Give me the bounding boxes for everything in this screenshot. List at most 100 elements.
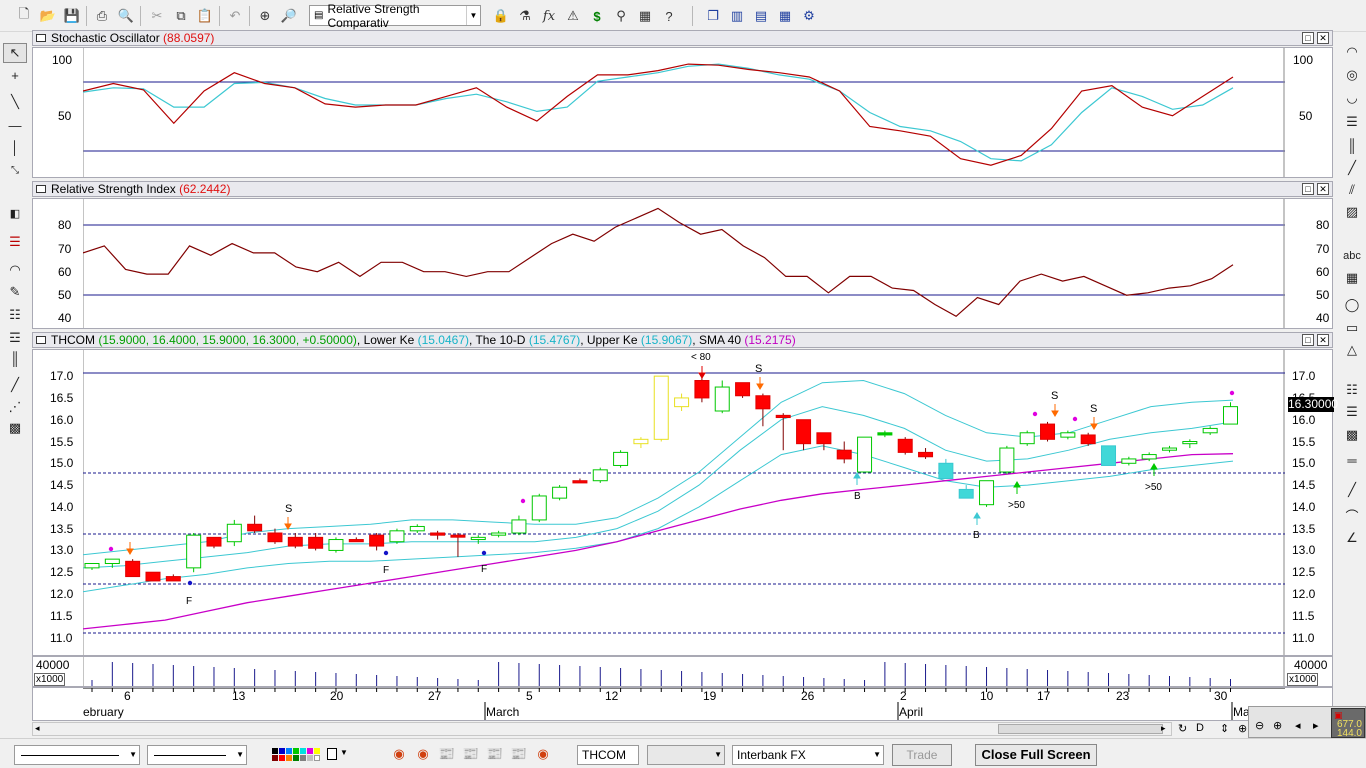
- close-full-screen-button[interactable]: Close Full Screen: [975, 744, 1097, 766]
- layout-icon[interactable]: ▦: [638, 8, 652, 23]
- tile-vertical-icon[interactable]: ▥: [730, 8, 744, 23]
- news-icon[interactable]: 📰: [486, 746, 504, 761]
- grid-lines-icon[interactable]: ☷: [1346, 382, 1358, 397]
- trendline-icon[interactable]: ╲: [11, 94, 19, 109]
- scroll-left-icon[interactable]: ◂: [35, 723, 40, 733]
- copy-icon[interactable]: ⧉: [176, 8, 186, 23]
- grid-pattern-icon[interactable]: ▩: [8, 420, 22, 435]
- alert-icon[interactable]: ⚠: [567, 8, 579, 23]
- indicator-select[interactable]: ▤ Relative Strength Comparativ ▼: [309, 2, 481, 30]
- line-tool-icon[interactable]: ╱: [11, 377, 19, 392]
- function-icon[interactable]: fx: [542, 8, 556, 24]
- scroll-thumb[interactable]: [998, 724, 1163, 734]
- zoom-out-icon[interactable]: ⊖: [1255, 720, 1265, 732]
- cut-icon[interactable]: ✂: [151, 8, 163, 23]
- fan-icon[interactable]: ⋰: [8, 399, 22, 414]
- expert-icon[interactable]: ⚗: [519, 8, 531, 23]
- pointer-icon[interactable]: ↖: [3, 43, 27, 63]
- paste-icon[interactable]: 📋: [196, 8, 214, 23]
- arc-icon[interactable]: ◠: [9, 262, 21, 277]
- period-d-icon[interactable]: D: [1196, 722, 1204, 734]
- zoom-in-icon[interactable]: ⊕: [1273, 720, 1283, 732]
- zoom-icon[interactable]: 🔎: [280, 8, 298, 23]
- table-icon[interactable]: ▦: [1345, 270, 1359, 285]
- line-style-select[interactable]: ▼: [14, 745, 140, 765]
- maximize-icon[interactable]: □: [1302, 183, 1314, 195]
- symbol-input[interactable]: THCOM: [577, 745, 639, 765]
- save-icon[interactable]: 💾: [63, 8, 81, 23]
- gann-icon[interactable]: ☲: [9, 330, 21, 345]
- maximize-icon[interactable]: □: [1302, 32, 1314, 44]
- refresh-icon[interactable]: ↻: [1178, 723, 1188, 735]
- zoom-plus-icon[interactable]: ⊕: [1238, 723, 1248, 735]
- semi-circle-icon[interactable]: ⌒: [1345, 508, 1359, 524]
- close-icon[interactable]: ✕: [1317, 183, 1329, 195]
- close-icon[interactable]: ✕: [1317, 334, 1329, 346]
- diagonal-icon[interactable]: ╱: [1348, 160, 1356, 175]
- pane-icon: [36, 34, 46, 42]
- ray-icon[interactable]: ⤡: [11, 164, 19, 176]
- print-icon[interactable]: ⎙: [96, 8, 108, 23]
- trade-button[interactable]: Trade: [892, 744, 952, 766]
- spiral-icon[interactable]: ◎: [1346, 67, 1358, 82]
- bars-icon[interactable]: ☰: [1346, 404, 1358, 419]
- lock-icon[interactable]: 🔒: [492, 8, 510, 23]
- horizontal-scrollbar[interactable]: ◂ ▸: [32, 722, 1172, 736]
- cycle-icon[interactable]: ║: [1347, 137, 1357, 153]
- open-folder-icon[interactable]: 📂: [39, 8, 57, 23]
- line-width-select[interactable]: ▼: [147, 745, 247, 765]
- tile-horizontal-icon[interactable]: ▤: [754, 8, 768, 23]
- text-tool-icon[interactable]: ☷: [9, 307, 21, 322]
- arc-tool-icon[interactable]: ◡: [1346, 90, 1358, 105]
- binoculars-icon[interactable]: ⚲: [616, 8, 626, 23]
- close-icon[interactable]: ✕: [1317, 32, 1329, 44]
- window-cascade-icon[interactable]: ❐: [707, 8, 719, 23]
- hatch-pattern-icon[interactable]: ▩: [1345, 427, 1359, 442]
- news-icon[interactable]: 📰: [462, 746, 480, 761]
- feed-select[interactable]: Interbank FX ▼: [732, 745, 884, 765]
- angle-icon[interactable]: ∠: [1346, 530, 1358, 545]
- print-preview-icon[interactable]: 🔍: [117, 8, 135, 23]
- browser-icon[interactable]: ◉: [537, 746, 549, 761]
- news-icon[interactable]: 📰: [438, 746, 456, 761]
- cycle-lines-icon[interactable]: ║: [10, 350, 20, 366]
- equal-icon[interactable]: ═: [1347, 452, 1357, 468]
- scroll-right-icon[interactable]: ▸: [1161, 723, 1166, 733]
- crosshair-tool-icon[interactable]: +: [11, 67, 19, 83]
- channel-icon[interactable]: ◧: [9, 207, 21, 220]
- mini-value-1: 677.0: [1336, 719, 1362, 730]
- dollar-icon[interactable]: $: [593, 8, 601, 24]
- interval-select[interactable]: ▼: [647, 745, 725, 765]
- settings-icon[interactable]: ⚙: [803, 8, 815, 23]
- tile-grid-icon[interactable]: ▦: [778, 8, 792, 23]
- prev-icon[interactable]: ◂: [1295, 720, 1301, 732]
- fibonacci-icon[interactable]: ☰: [9, 234, 21, 249]
- help-icon[interactable]: ?: [665, 8, 673, 24]
- browser-icon[interactable]: ◉: [417, 746, 429, 761]
- pencil-icon[interactable]: ✎: [9, 284, 21, 299]
- crosshair-icon[interactable]: ⊕: [259, 8, 271, 23]
- indicator-select-label: Relative Strength Comparativ: [327, 1, 420, 30]
- news-icon[interactable]: 📰: [510, 746, 528, 761]
- down-arrow-icon: [284, 517, 292, 530]
- ellipse-icon[interactable]: ◯: [1344, 297, 1360, 312]
- sma-value: (15.2175): [744, 333, 796, 347]
- maximize-icon[interactable]: □: [1302, 334, 1314, 346]
- vertical-line-icon[interactable]: │: [10, 139, 20, 155]
- ray-right-icon[interactable]: ╱: [1348, 482, 1356, 497]
- next-icon[interactable]: ▸: [1313, 720, 1319, 732]
- hatch-icon[interactable]: ▨: [1345, 204, 1359, 219]
- new-file-icon[interactable]: 🗋: [18, 6, 30, 21]
- color-palette[interactable]: ▼: [272, 748, 356, 762]
- wave-icon[interactable]: ◠: [1346, 44, 1358, 59]
- triangle-icon[interactable]: △: [1347, 342, 1357, 357]
- horizontal-line-icon[interactable]: —: [8, 117, 22, 133]
- abc-icon[interactable]: abc: [1343, 250, 1361, 262]
- rectangle-icon[interactable]: ▭: [1345, 320, 1359, 335]
- undo-icon[interactable]: ↶: [229, 8, 241, 23]
- lines-icon[interactable]: ☰: [1346, 114, 1358, 129]
- browser-icon[interactable]: ◉: [393, 746, 405, 761]
- fan-lines-icon[interactable]: ⫽: [1349, 182, 1355, 197]
- sort-icon[interactable]: ⇕: [1220, 723, 1230, 735]
- volume-plot: [83, 657, 1285, 686]
